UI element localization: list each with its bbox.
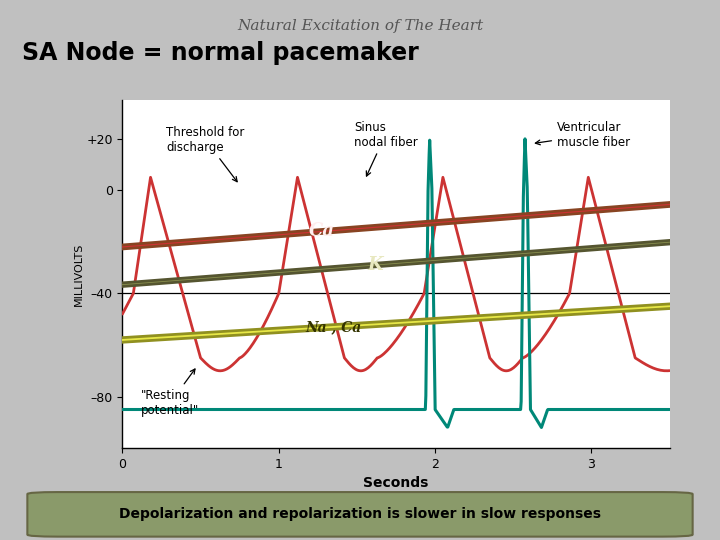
Text: "Resting
potential": "Resting potential" [141, 369, 199, 417]
FancyBboxPatch shape [27, 492, 693, 537]
Y-axis label: MILLIVOLTS: MILLIVOLTS [73, 242, 84, 306]
Text: Na , Ca: Na , Ca [305, 320, 361, 334]
FancyBboxPatch shape [0, 225, 720, 306]
FancyBboxPatch shape [0, 292, 720, 362]
Text: Ventricular
muscle fiber: Ventricular muscle fiber [536, 120, 630, 148]
Text: Ca: Ca [309, 222, 335, 240]
X-axis label: Seconds: Seconds [364, 476, 428, 490]
Text: K: K [368, 256, 384, 274]
Text: Threshold for
discharge: Threshold for discharge [166, 126, 245, 181]
Text: Sinus
nodal fiber: Sinus nodal fiber [354, 120, 418, 176]
Text: Natural Excitation of The Heart: Natural Excitation of The Heart [237, 19, 483, 33]
Text: Depolarization and repolarization is slower in slow responses: Depolarization and repolarization is slo… [119, 508, 601, 521]
Text: SA Node = normal pacemaker: SA Node = normal pacemaker [22, 40, 419, 65]
FancyBboxPatch shape [0, 184, 720, 280]
